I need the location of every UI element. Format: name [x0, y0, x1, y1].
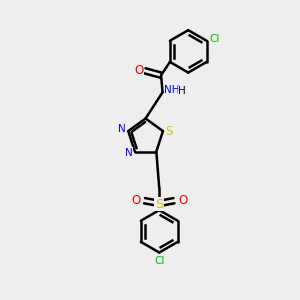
Text: S: S: [155, 198, 164, 211]
Text: Cl: Cl: [154, 256, 164, 266]
Text: S: S: [165, 124, 172, 138]
Text: N: N: [118, 124, 126, 134]
Text: N: N: [124, 148, 132, 158]
Text: O: O: [131, 194, 140, 207]
Text: O: O: [134, 64, 144, 77]
Text: O: O: [178, 194, 188, 207]
Text: H: H: [178, 86, 186, 96]
Text: NH: NH: [164, 85, 180, 95]
Text: Cl: Cl: [210, 34, 220, 44]
